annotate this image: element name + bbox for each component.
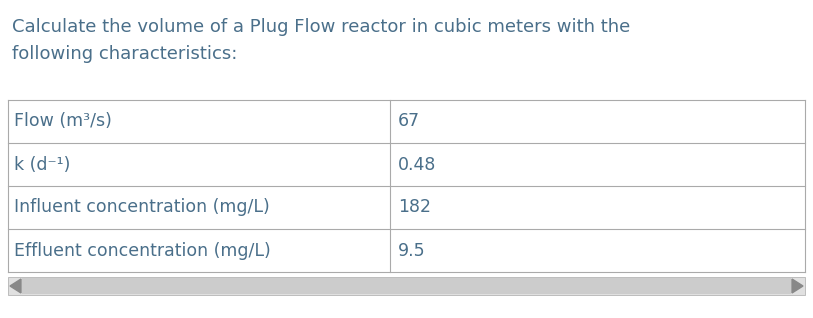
Text: k (d⁻¹): k (d⁻¹) xyxy=(14,156,71,174)
Polygon shape xyxy=(792,279,803,293)
Bar xyxy=(8,277,805,295)
Text: Flow (m³/s): Flow (m³/s) xyxy=(14,113,112,130)
Text: following characteristics:: following characteristics: xyxy=(12,45,237,63)
Text: Influent concentration (mg/L): Influent concentration (mg/L) xyxy=(14,198,270,217)
Polygon shape xyxy=(10,279,21,293)
Text: 182: 182 xyxy=(398,198,431,217)
Text: 0.48: 0.48 xyxy=(398,156,437,174)
Text: Effluent concentration (mg/L): Effluent concentration (mg/L) xyxy=(14,241,271,259)
Text: Calculate the volume of a Plug Flow reactor in cubic meters with the: Calculate the volume of a Plug Flow reac… xyxy=(12,18,630,36)
Bar xyxy=(22,278,791,294)
Text: 67: 67 xyxy=(398,113,420,130)
Text: 9.5: 9.5 xyxy=(398,241,426,259)
